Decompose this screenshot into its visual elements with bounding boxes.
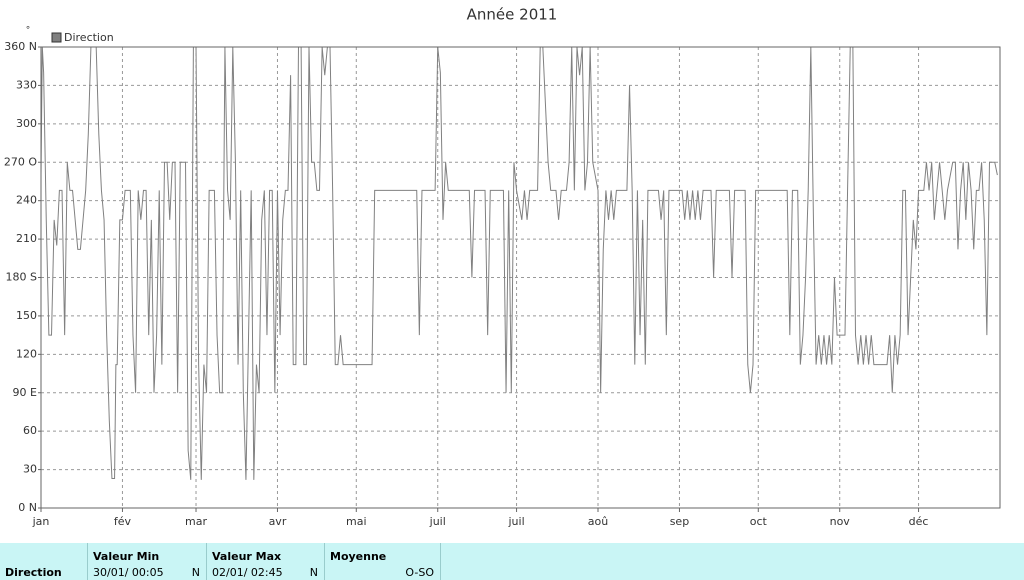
x-tick-label: oct	[750, 515, 768, 528]
column-title: Valeur Min	[93, 550, 160, 563]
x-tick-label: jan	[32, 515, 50, 528]
date: 30/01/ 00:05	[93, 566, 164, 579]
y-tick-label: 60	[23, 424, 37, 437]
y-tick-label: 120	[16, 347, 37, 360]
x-tick-label: mai	[346, 515, 367, 528]
x-tick-label: déc	[909, 515, 929, 528]
column-title: Valeur Max	[212, 550, 282, 563]
y-tick-label: 150	[16, 309, 37, 322]
line-series	[40, 46, 998, 480]
plot-area	[40, 46, 1001, 509]
x-tick-label: avr	[269, 515, 287, 528]
legend-swatch	[51, 32, 62, 43]
row-header: Direction	[5, 566, 62, 579]
y-tick-label: 0 N	[18, 501, 37, 514]
x-tick-label: juil	[429, 515, 446, 528]
x-tick-label: fév	[114, 515, 132, 528]
y-tick-label: 90 E	[13, 386, 37, 399]
y-tick-label: 210	[16, 232, 37, 245]
direction: N	[191, 566, 200, 579]
y-tick-label: 360 N	[4, 40, 37, 53]
cell: Valeur Max 02/01/ 02:45 N	[207, 543, 325, 580]
x-tick-label: juil	[507, 515, 524, 528]
x-tick-label: aoû	[588, 515, 608, 528]
chart: Année 2011 ° 0 N 30 60 90 E 120 150 180 S 210 24…	[4, 6, 1001, 528]
direction: O-SO	[405, 566, 434, 579]
y-unit: °	[26, 26, 31, 36]
y-tick-label: 270 O	[4, 155, 37, 168]
column-title: Moyenne	[330, 550, 387, 563]
cell: Moyenne O-SO	[325, 543, 441, 580]
legend-label: Direction	[64, 31, 114, 44]
x-tick-label: nov	[830, 515, 851, 528]
cell: Valeur Min 30/01/ 00:05 N	[88, 543, 207, 580]
stats-table: Direction Valeur Min 30/01/ 00:05 N Vale…	[0, 543, 1024, 580]
chart-title: Année 2011	[467, 6, 558, 24]
y-tick-label: 330	[16, 78, 37, 91]
x-tick-label: sep	[670, 515, 689, 528]
y-tick-label: 180 S	[6, 271, 37, 284]
y-tick-label: 240	[16, 194, 37, 207]
direction: N	[309, 566, 318, 579]
y-tick-label: 300	[16, 117, 37, 130]
x-tick-label: mar	[185, 515, 207, 528]
y-tick-label: 30	[23, 463, 37, 476]
row-header-cell: Direction	[0, 543, 88, 580]
date: 02/01/ 02:45	[212, 566, 283, 579]
